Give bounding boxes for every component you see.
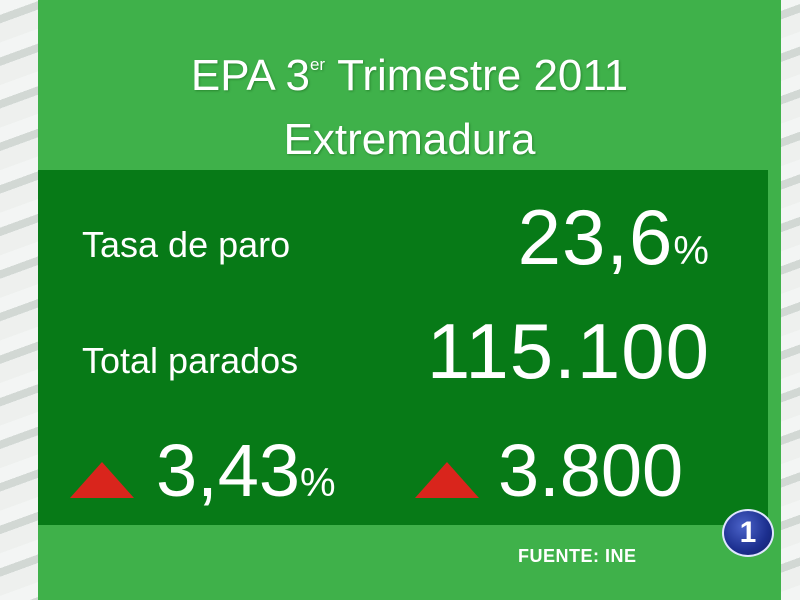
rate-change-value: 3,43% (156, 434, 336, 508)
title-line-2: Extremadura (283, 115, 536, 164)
rate-change-unit: % (300, 461, 336, 505)
count-change-value: 3.800 (498, 429, 684, 512)
title-suffix: Trimestre 2011 (337, 51, 629, 100)
channel-logo-icon: 1 (722, 509, 774, 557)
rate-change-number: 3,43 (156, 429, 301, 512)
title-line-1: EPA 3er Trimestre 2011 (38, 54, 781, 98)
unemployment-rate-unit: % (673, 229, 710, 273)
unemployment-rate-number: 23,6 (517, 193, 674, 281)
total-unemployed-label: Total parados (82, 340, 299, 381)
unemployment-rate-label: Tasa de paro (82, 224, 291, 265)
unemployment-rate-value: 23,6% (518, 198, 710, 276)
stats-box: Tasa de paro 23,6% Total parados 115.100… (38, 170, 768, 525)
background-left (0, 0, 40, 600)
title-prefix: EPA 3 (190, 51, 310, 100)
title-superscript: er (309, 55, 326, 74)
source-label: FUENTE: INE (518, 546, 637, 566)
total-unemployed-value: 115.100 (426, 307, 710, 395)
info-panel: EPA 3er Trimestre 2011 Extremadura Tasa d… (38, 0, 781, 600)
arrow-up-icon (70, 462, 134, 498)
arrow-up-icon (415, 462, 479, 498)
